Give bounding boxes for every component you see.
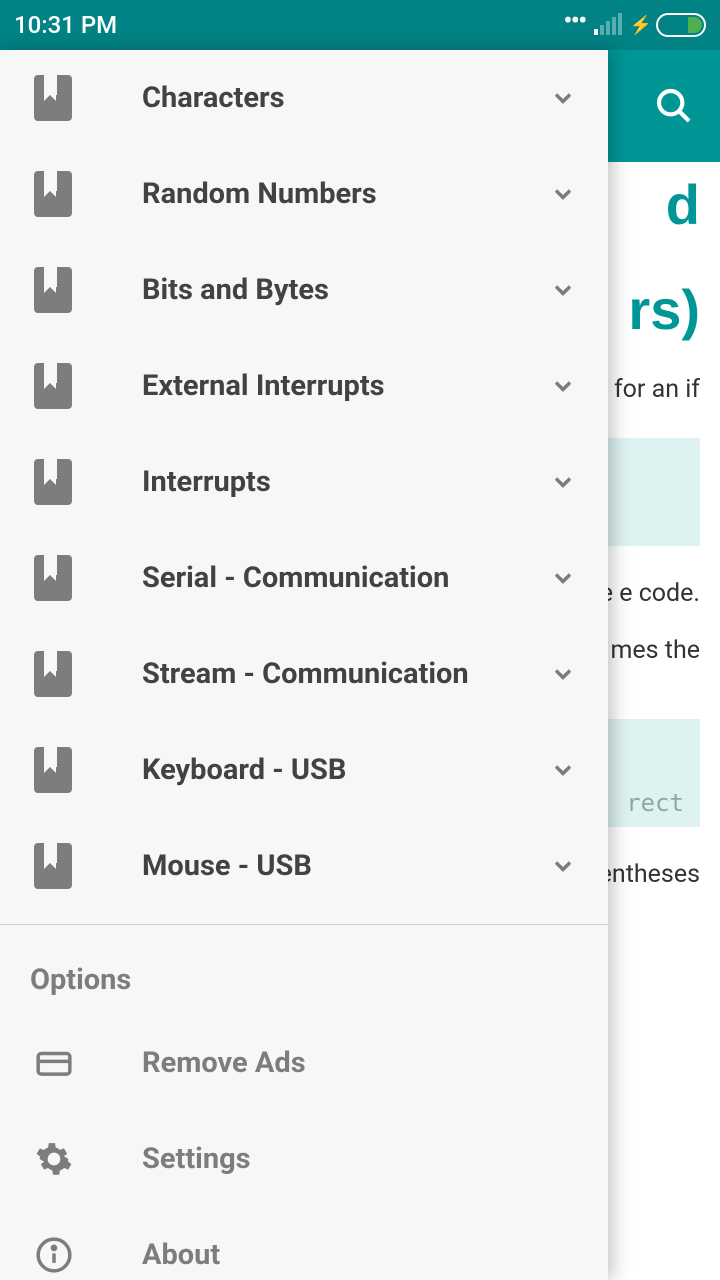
option-label: About [142, 1238, 220, 1272]
status-time: 10:31 PM [14, 11, 117, 39]
bookmark-icon [34, 651, 72, 697]
bookmark-icon [34, 267, 72, 313]
charging-icon: ⚡ [630, 15, 652, 36]
bookmark-icon [34, 75, 72, 121]
nav-item[interactable]: Serial - Communication [0, 530, 608, 626]
option-item[interactable]: Settings [0, 1111, 608, 1207]
nav-item-label: External Interrupts [142, 369, 548, 403]
nav-item-label: Characters [142, 81, 548, 115]
chevron-down-icon[interactable] [548, 83, 578, 113]
nav-item-label: Stream - Communication [142, 657, 548, 691]
chevron-down-icon[interactable] [548, 275, 578, 305]
nav-item-label: Keyboard - USB [142, 753, 548, 787]
battery-indicator: ⚡ [630, 13, 706, 37]
option-item[interactable]: Remove Ads [0, 1015, 608, 1111]
nav-item[interactable]: Bits and Bytes [0, 242, 608, 338]
card-icon [34, 1044, 74, 1082]
bookmark-icon [34, 459, 72, 505]
nav-item[interactable]: Interrupts [0, 434, 608, 530]
nav-item[interactable]: Characters [0, 50, 608, 146]
option-label: Remove Ads [142, 1046, 306, 1080]
status-bar: 10:31 PM ••• ⚡ [0, 0, 720, 50]
nav-item[interactable]: Mouse - USB [0, 818, 608, 914]
chevron-down-icon[interactable] [548, 467, 578, 497]
bookmark-icon [34, 747, 72, 793]
chevron-down-icon[interactable] [548, 179, 578, 209]
chevron-down-icon[interactable] [548, 563, 578, 593]
nav-item[interactable]: External Interrupts [0, 338, 608, 434]
options-header: Options [0, 925, 608, 1015]
nav-item-label: Interrupts [142, 465, 548, 499]
bookmark-icon [34, 843, 72, 889]
bookmark-icon [34, 555, 72, 601]
code-comment: rect [626, 789, 684, 817]
gear-icon [34, 1140, 74, 1178]
signal-icon [594, 15, 622, 35]
chevron-down-icon[interactable] [548, 755, 578, 785]
status-icons: ••• ⚡ [563, 13, 706, 37]
nav-item-label: Random Numbers [142, 177, 548, 211]
nav-item-label: Serial - Communication [142, 561, 548, 595]
info-icon [34, 1236, 74, 1274]
nav-item-label: Mouse - USB [142, 849, 548, 883]
chevron-down-icon[interactable] [548, 851, 578, 881]
chevron-down-icon[interactable] [548, 371, 578, 401]
option-item[interactable]: About [0, 1207, 608, 1280]
bookmark-icon [34, 171, 72, 217]
nav-item[interactable]: Random Numbers [0, 146, 608, 242]
nav-item-label: Bits and Bytes [142, 273, 548, 307]
option-label: Settings [142, 1142, 251, 1176]
navigation-drawer: Characters Random Numbers Bits and Bytes… [0, 50, 608, 1280]
chevron-down-icon[interactable] [548, 659, 578, 689]
nav-item[interactable]: Keyboard - USB [0, 722, 608, 818]
battery-icon [656, 13, 706, 37]
nav-item[interactable]: Stream - Communication [0, 626, 608, 722]
bookmark-icon [34, 363, 72, 409]
search-icon[interactable] [654, 86, 694, 126]
